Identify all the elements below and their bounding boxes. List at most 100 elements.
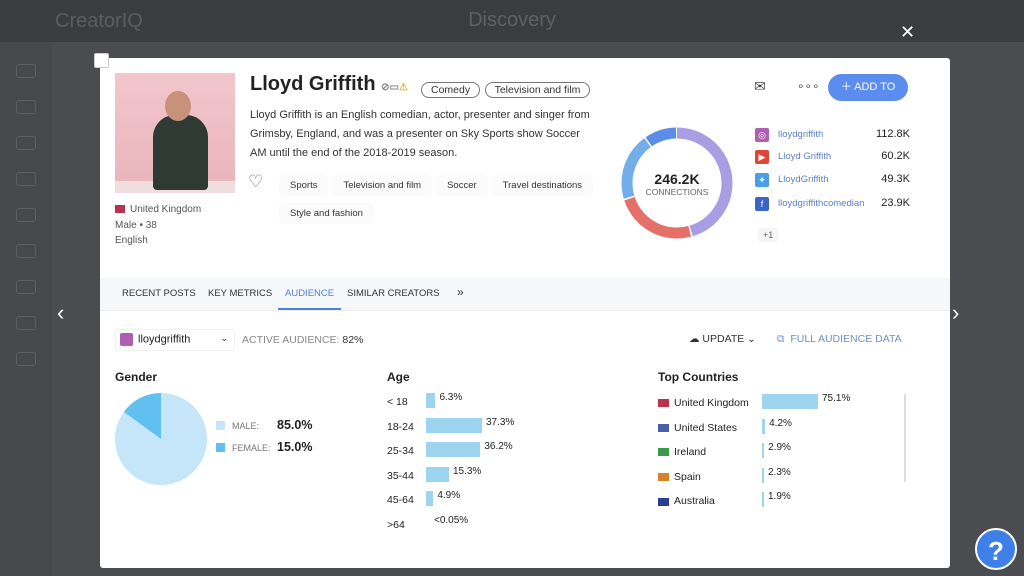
age-value: 6.3% <box>439 392 463 403</box>
external-link-icon: ⧉ <box>777 333 785 345</box>
app-logo: CreatorIQ <box>55 10 143 32</box>
gender-pie <box>115 393 207 485</box>
creator-photo <box>115 73 235 193</box>
gender-value: 15.0% <box>277 440 313 454</box>
topic-tags: Sports Television and film Soccer Travel de… <box>280 175 610 231</box>
warning-icon: ⚠ <box>398 82 408 93</box>
profile-tabs: RECENT POSTS KEY METRICS AUDIENCE SIMILA… <box>100 278 950 311</box>
social-handle[interactable]: lloydgriffithcomedian <box>778 198 865 209</box>
connections-label: CONNECTIONS <box>645 187 709 197</box>
topic-tag[interactable]: Travel destinations <box>492 176 593 195</box>
social-account-youtube[interactable]: ▶ Lloyd Griffith 60.2K <box>755 150 950 170</box>
legend-swatch <box>216 420 225 430</box>
topic-tag[interactable]: Soccer <box>437 176 487 195</box>
age-value: 15.3% <box>452 465 482 477</box>
age-value: 37.3% <box>486 416 515 428</box>
country-row: Ireland <box>658 446 768 464</box>
select-creator-checkbox[interactable] <box>94 53 109 68</box>
category-pill[interactable]: Television and film <box>484 82 591 98</box>
tab-audience[interactable]: AUDIENCE <box>278 288 342 310</box>
topic-tag[interactable]: Television and film <box>333 176 432 195</box>
country-value: 4.2% <box>769 417 792 429</box>
envelope-icon[interactable]: ✉ <box>754 78 766 94</box>
country-row: Spain <box>658 471 768 489</box>
more-tabs-icon[interactable]: » <box>457 285 464 299</box>
age-value: 36.2% <box>484 441 513 453</box>
country-bar <box>762 418 766 434</box>
countries-title: Top Countries <box>658 370 739 384</box>
creator-bio: Lloyd Griffith is an English comedian, a… <box>250 109 590 159</box>
full-audience-data-link[interactable]: ⧉ FULL AUDIENCE DATA <box>777 333 902 345</box>
flag-icon <box>658 473 669 482</box>
active-audience: ACTIVE AUDIENCE: 82% <box>242 334 364 346</box>
age-label: 35-44 <box>387 469 414 482</box>
category-pill[interactable]: Comedy <box>421 82 481 98</box>
account-select[interactable]: lloydgriffith ⌄ <box>115 329 235 351</box>
close-modal-button[interactable]: ✕ <box>900 22 916 42</box>
briefcase-icon: ▭ <box>389 82 399 93</box>
country-bar <box>762 394 818 409</box>
country-label: United Kingdom <box>674 397 749 409</box>
tab-recent-posts[interactable]: RECENT POSTS <box>122 288 196 299</box>
age-title: Age <box>387 370 410 384</box>
social-handle[interactable]: LloydGriffith <box>778 174 829 185</box>
donut-segment-instagram <box>621 127 733 239</box>
tab-similar-creators[interactable]: SIMILAR CREATORS <box>347 288 440 299</box>
country-value: 1.9% <box>768 491 791 503</box>
tab-key-metrics[interactable]: KEY METRICS <box>208 288 273 299</box>
cloud-icon: ☁ <box>689 333 700 345</box>
facebook-icon: f <box>755 197 769 211</box>
help-button[interactable]: ? <box>975 528 1017 570</box>
follower-count: 49.3K <box>881 173 910 185</box>
age-label: >64 <box>387 519 405 531</box>
page-title: Discovery <box>468 9 556 31</box>
social-handle[interactable]: Lloyd Griffith <box>778 151 832 162</box>
age-label: < 18 <box>387 396 408 408</box>
connections-value: 246.2K <box>654 171 700 187</box>
age-value: <0.05% <box>434 515 469 526</box>
creator-profile-modal: United Kingdom Male • 38 English Lloyd G… <box>100 58 950 568</box>
add-to-button[interactable]: ＋ ADD TO <box>828 74 908 101</box>
gender-legend-item: MALE: 85.0% <box>216 418 326 437</box>
creator-name: Lloyd Griffith ⊘▭⚠ <box>250 73 408 95</box>
next-creator-arrow[interactable]: › <box>952 300 960 325</box>
social-account-facebook[interactable]: f lloydgriffithcomedian 23.9K <box>755 197 950 217</box>
country-bar <box>762 492 764 508</box>
more-accounts-button[interactable]: +1 <box>758 228 779 242</box>
app-header: CreatorIQ Discovery <box>0 0 1024 42</box>
more-options-icon[interactable]: ∘∘∘ <box>797 79 820 93</box>
age-label: 18-24 <box>387 420 414 433</box>
country-value: 2.3% <box>768 466 791 478</box>
flag-icon <box>658 448 669 457</box>
language: English <box>115 235 148 246</box>
update-button[interactable]: ☁ UPDATE ⌄ <box>689 333 756 345</box>
gender: Male <box>115 219 137 231</box>
topic-tag[interactable]: Sports <box>280 176 328 195</box>
previous-creator-arrow[interactable]: ‹ <box>57 300 65 325</box>
follower-count: 60.2K <box>881 150 910 162</box>
gender-legend-item: FEMALE: 15.0% <box>216 440 326 459</box>
social-account-twitter[interactable]: ✦ LloydGriffith 49.3K <box>755 173 950 193</box>
country-row: United Kingdom <box>658 397 768 415</box>
verified-icon: ⊘ <box>381 82 390 93</box>
topic-tag[interactable]: Style and fashion <box>280 204 373 223</box>
country: United Kingdom <box>130 204 202 215</box>
heart-icon[interactable]: ♡ <box>248 172 264 191</box>
social-handle[interactable]: lloydgriffith <box>778 129 824 140</box>
country-bar <box>762 443 765 459</box>
country-label: Ireland <box>674 446 707 459</box>
social-account-instagram[interactable]: ◎ lloydgriffith 112.8K <box>755 128 950 148</box>
gender-label: FEMALE: <box>232 443 271 453</box>
pie-slice-female <box>123 393 161 439</box>
age-label: 25-34 <box>387 445 414 458</box>
gender-value: 85.0% <box>277 418 313 432</box>
creator-meta: United Kingdom Male • 38 English <box>115 202 201 249</box>
flag-icon <box>658 399 669 408</box>
countries-scrollbar[interactable] <box>904 394 906 482</box>
category-pills: Comedy Television and film <box>421 80 591 98</box>
flag-icon <box>658 497 669 506</box>
country-label: Spain <box>674 470 701 483</box>
age-label: 45-64 <box>387 494 414 507</box>
chevron-down-icon: ⌄ <box>220 333 228 343</box>
age-bar <box>426 466 449 482</box>
